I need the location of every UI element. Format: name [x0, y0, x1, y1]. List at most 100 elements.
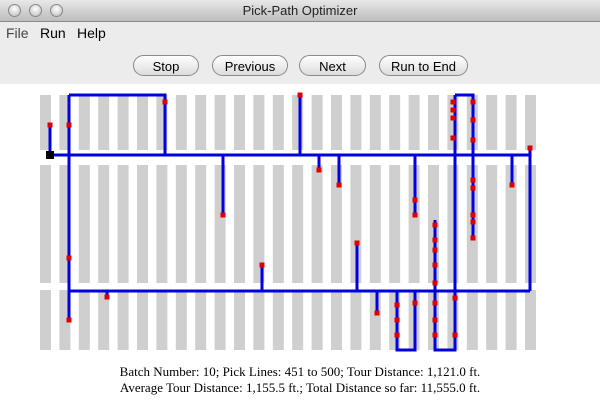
rack: [78, 290, 90, 350]
rack: [389, 95, 401, 150]
pick-point: [412, 197, 418, 203]
rack: [408, 95, 420, 150]
pick-point: [470, 219, 476, 225]
rack: [331, 165, 342, 283]
pick-point: [450, 135, 456, 141]
pick-point: [66, 317, 72, 323]
pick-point: [394, 302, 400, 308]
rack: [98, 290, 110, 350]
status-line: Batch Number: 10; Pick Lines: 451 to 500…: [119, 364, 481, 379]
rack: [175, 95, 187, 150]
rack: [253, 95, 265, 150]
rack: [214, 165, 226, 283]
pick-point: [432, 237, 438, 243]
status-line: Average Tour Distance: 1,155.5 ft.; Tota…: [119, 380, 481, 395]
pick-point: [450, 115, 456, 121]
rack: [40, 290, 51, 350]
rack: [117, 290, 129, 350]
pick-point: [432, 317, 438, 323]
rack: [195, 95, 207, 150]
rack: [350, 95, 362, 150]
rack: [272, 165, 284, 283]
rack: [234, 95, 245, 150]
pick-point: [470, 177, 476, 183]
button[interactable]: Stop: [133, 55, 199, 76]
pick-point: [66, 122, 72, 128]
pick-point: [470, 212, 476, 218]
rack: [117, 165, 129, 283]
rack: [350, 165, 362, 283]
pick-point: [432, 262, 438, 268]
rack: [486, 290, 498, 350]
pick-point: [47, 122, 53, 128]
rack: [214, 290, 226, 350]
rack: [311, 165, 323, 283]
pick-point: [470, 99, 476, 105]
rack: [525, 95, 536, 150]
rack: [59, 290, 71, 350]
depot: [46, 151, 54, 159]
rack: [40, 165, 51, 283]
pick-point: [394, 332, 400, 338]
pick-point: [450, 99, 456, 105]
rack: [175, 165, 187, 283]
pick-point: [394, 317, 400, 323]
pick-point: [432, 247, 438, 253]
pick-point: [412, 300, 418, 306]
button[interactable]: Previous: [212, 55, 288, 76]
pick-point: [432, 300, 438, 306]
button[interactable]: Next: [299, 55, 366, 76]
pick-point: [470, 137, 476, 143]
pick-point: [162, 99, 168, 105]
menu-item[interactable]: Help: [77, 25, 106, 41]
rack: [253, 165, 265, 283]
rack: [505, 165, 517, 283]
button[interactable]: Run to End: [379, 55, 468, 76]
racks: [40, 95, 536, 350]
rack: [137, 95, 148, 150]
rack: [272, 95, 284, 150]
zoom-button[interactable]: [50, 4, 63, 17]
rack: [486, 165, 498, 283]
rack: [525, 290, 536, 350]
pick-point: [66, 255, 72, 261]
pick-point: [452, 295, 458, 301]
rack: [505, 95, 517, 150]
rack: [486, 95, 498, 150]
window-title: Pick-Path Optimizer: [242, 3, 358, 18]
pick-point: [374, 310, 380, 316]
rack: [214, 95, 226, 150]
rack: [78, 95, 90, 150]
rack: [117, 95, 129, 150]
rack: [369, 95, 381, 150]
pick-point: [297, 92, 303, 98]
pick-point: [432, 332, 438, 338]
rack: [447, 95, 459, 150]
menu-bar: File Run Help: [0, 22, 600, 44]
rack: [428, 95, 439, 150]
rack: [447, 290, 459, 350]
rack: [156, 95, 168, 150]
rack: [369, 165, 381, 283]
rack: [195, 290, 207, 350]
toolbar: Stop Previous Next Run to End: [0, 44, 600, 84]
menu-item[interactable]: File: [6, 25, 29, 41]
rack: [59, 95, 71, 150]
rack: [59, 165, 71, 283]
pick-point: [316, 167, 322, 173]
rack: [331, 290, 342, 350]
rack: [137, 165, 148, 283]
rack: [195, 165, 207, 283]
title-bar: Pick-Path Optimizer: [0, 0, 600, 22]
status-panel: Batch Number: 10; Pick Lines: 451 to 500…: [0, 364, 600, 396]
close-button[interactable]: [8, 4, 21, 17]
pick-point: [432, 222, 438, 228]
rack: [234, 165, 245, 283]
rack: [272, 290, 284, 350]
rack: [369, 290, 381, 350]
menu-item[interactable]: Run: [40, 25, 66, 41]
rack: [331, 95, 342, 150]
rack: [40, 95, 51, 150]
minimize-button[interactable]: [29, 4, 42, 17]
rack: [466, 290, 478, 350]
